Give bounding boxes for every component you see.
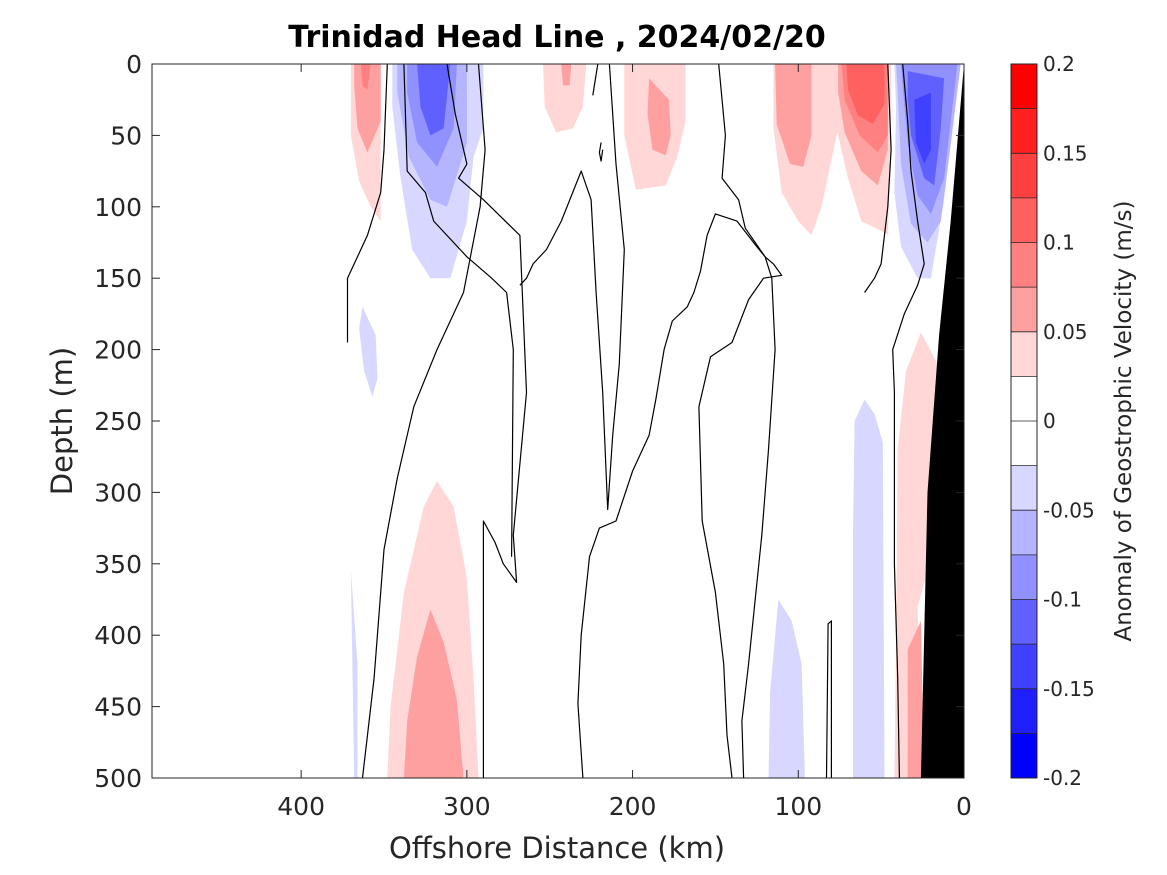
colorbar-swatch <box>1011 644 1037 689</box>
colorbar-tick-label: 0.1 <box>1043 231 1075 255</box>
region-pos-190-upper-2 <box>647 78 671 156</box>
colorbar-tick-label: 0.15 <box>1043 141 1088 165</box>
contour-line-2 <box>361 64 486 778</box>
y-axis-label: Depth (m) <box>45 347 79 495</box>
region-neg-360-mid <box>359 306 378 397</box>
colorbar-swatch <box>1011 554 1037 600</box>
colorbar-swatch <box>1011 108 1037 154</box>
colorbar-swatch <box>1011 64 1037 109</box>
y-tick-label: 500 <box>94 764 142 793</box>
colorbar-swatch <box>1011 242 1037 288</box>
y-tick-label: 50 <box>110 121 142 150</box>
plot-area <box>152 64 964 778</box>
contour-line-5 <box>519 64 625 511</box>
colorbar-tick-label: -0.2 <box>1043 766 1082 790</box>
contour-line-6 <box>592 64 599 96</box>
colorbar-swatch <box>1011 599 1037 645</box>
zero-contours <box>346 64 925 778</box>
contour-line-4 <box>403 64 514 557</box>
colorbar-tick-label: 0.05 <box>1043 320 1088 344</box>
region-bathymetry <box>920 64 964 778</box>
y-tick-label: 350 <box>94 550 142 579</box>
x-tick-label: 400 <box>277 792 325 821</box>
region-neg-20-upper-5 <box>914 92 931 164</box>
contour-line-1 <box>346 64 388 343</box>
contour-line-3 <box>446 64 528 778</box>
x-axis: 400 300 200 100 0 <box>277 64 972 821</box>
x-tick-label: 0 <box>956 792 972 821</box>
colorbar-swatch <box>1011 510 1037 555</box>
contour-line-12 <box>864 64 892 293</box>
region-pos-240-upper <box>543 64 587 133</box>
y-axis: 0 50 100 150 200 250 300 350 400 450 500 <box>94 50 964 793</box>
x-axis-label: Offshore Distance (km) <box>389 831 725 865</box>
region-neg-320-upper-4 <box>417 64 451 136</box>
region-pos-100-upper-2 <box>775 64 812 167</box>
region-pos-240-upper-2 <box>561 64 572 86</box>
colorbar-tick-label: -0.1 <box>1043 588 1082 612</box>
colorbar-tick-label: -0.05 <box>1043 498 1095 522</box>
colorbar-swatch <box>1011 465 1037 511</box>
contour-line-11 <box>892 64 925 778</box>
contour-line-9 <box>718 64 776 778</box>
region-pos-370-upper-2 <box>354 64 381 153</box>
region-neg-110-deep <box>768 599 805 778</box>
y-tick-label: 450 <box>94 693 142 722</box>
region-pos-30-deep-2 <box>907 620 925 778</box>
region-pos-370-upper-3 <box>360 64 371 90</box>
region-neg-370-deep <box>350 570 358 778</box>
y-tick-label: 200 <box>94 336 142 365</box>
y-tick-label: 0 <box>126 50 142 79</box>
contour-line-10 <box>825 620 833 778</box>
colorbar-tick-label: -0.15 <box>1043 677 1095 701</box>
y-tick-label: 100 <box>94 193 142 222</box>
y-tick-label: 400 <box>94 621 142 650</box>
y-tick-label: 150 <box>94 264 142 293</box>
colorbar-swatch <box>1011 331 1037 377</box>
contour-fills <box>350 64 964 778</box>
colorbar-swatch <box>1011 376 1037 421</box>
contour-line-8 <box>577 213 783 778</box>
x-tick-label: 100 <box>774 792 822 821</box>
colorbar-tick-label: 0.2 <box>1043 52 1075 76</box>
colorbar-frame <box>1010 63 1038 779</box>
colorbar-swatch <box>1011 733 1037 778</box>
colorbar-swatch <box>1011 287 1037 332</box>
region-neg-65-deep <box>853 399 885 778</box>
contour-line-7 <box>598 142 604 162</box>
colorbar-tick-label: 0 <box>1043 409 1056 433</box>
chart-title: Trinidad Head Line , 2024/02/20 <box>288 20 825 55</box>
colorbar-swatch <box>1011 153 1037 198</box>
x-tick-label: 200 <box>609 792 657 821</box>
y-tick-label: 250 <box>94 407 142 436</box>
region-pos-55-upper-4 <box>846 64 885 124</box>
colorbar-swatch <box>1011 197 1037 243</box>
colorbar: 0.2 0.15 0.1 0.05 0 -0.05 -0.1 -0.15 -0.2 <box>1010 52 1095 790</box>
colorbar-swatch <box>1011 688 1037 734</box>
colorbar-label: Anomaly of Geostrophic Velocity (m/s) <box>1111 201 1137 642</box>
colorbar-swatch <box>1011 421 1037 466</box>
x-tick-label: 300 <box>443 792 491 821</box>
region-pos-320-deep-2 <box>403 609 464 778</box>
y-tick-label: 300 <box>94 478 142 507</box>
